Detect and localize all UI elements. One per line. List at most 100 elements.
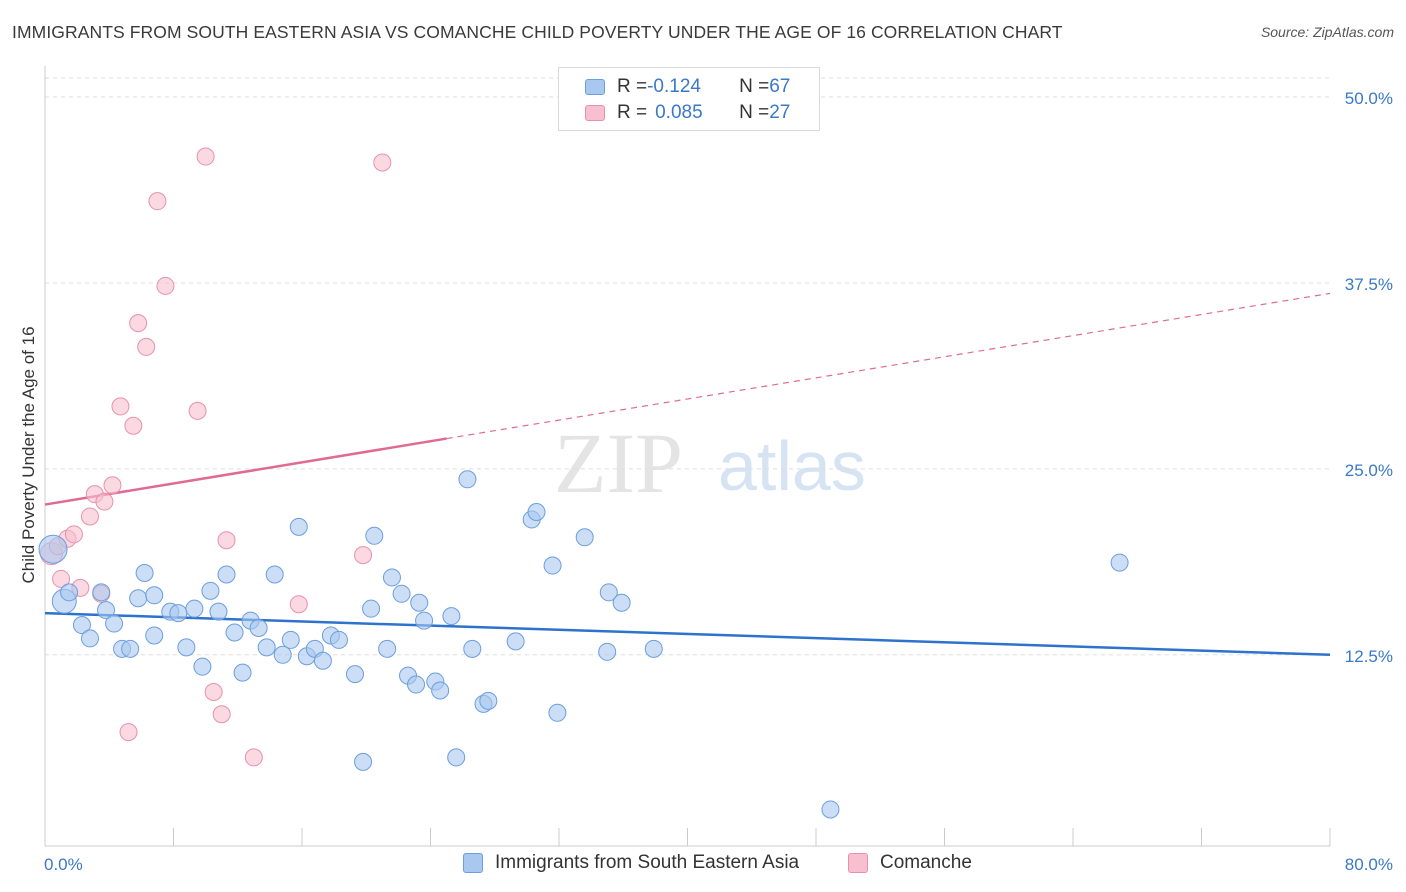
point-series-2 [354,546,373,565]
point-series-2 [212,705,231,724]
correlation-legend: R = -0.124 N = 67 R = 0.085 N = 27 [558,67,820,131]
point-series-2 [373,153,392,172]
point-series-1 [479,691,498,710]
point-series-1 [458,470,477,489]
point-series-1 [105,614,124,633]
point-series-2 [119,723,138,742]
point-series-1 [249,619,268,638]
y-tick-labels: 12.5% 25.0% 37.5% 50.0% [1345,89,1393,666]
point-series-1 [543,556,562,575]
point-series-1 [177,638,196,657]
point-series-1 [209,602,228,621]
point-series-1 [575,528,594,547]
point-series-2 [129,314,148,333]
point-series-2 [204,682,223,701]
watermark-atlas: atlas [718,427,866,505]
point-series-2 [64,525,83,544]
point-series-1 [169,604,188,623]
point-series-1 [548,703,567,722]
point-series-1 [273,645,292,664]
point-series-1 [346,665,365,684]
legend-n-label: N = [739,76,770,97]
legend-row-series-2: R = 0.085 N = 27 [585,100,790,126]
axes [44,66,1331,847]
x-tick-labels: 0.0% 80.0% [44,855,1393,874]
point-series-2 [244,748,263,767]
y-tick-label: 50.0% [1345,89,1393,108]
legend-swatch-blue [585,79,605,95]
point-series-1 [217,565,236,584]
point-series-1 [92,583,111,602]
point-series-1 [129,589,148,608]
point-series-1 [644,639,663,658]
legend-r-label: R = [617,102,648,123]
point-series-1 [289,517,308,536]
point-series-1 [599,583,618,602]
point-series-1 [145,586,164,605]
point-series-2 [289,595,308,614]
x-tick-label: 0.0% [44,855,83,874]
chart-source: Source: ZipAtlas.com [1260,24,1394,40]
legend-n-value: 67 [769,76,791,97]
point-series-1 [313,651,332,670]
point-series-2 [52,569,71,588]
point-series-1 [442,607,461,626]
legend-row-series-1: R = -0.124 N = 67 [585,74,790,100]
point-series-1 [145,626,164,645]
point-series-2 [156,276,175,295]
point-series-1 [121,639,140,658]
legend-r-value: 0.085 [655,102,703,123]
point-series-2 [95,492,114,511]
point-series-1 [598,642,617,661]
chart-title: IMMIGRANTS FROM SOUTH EASTERN ASIA VS CO… [12,22,1063,42]
point-series-1 [1110,553,1129,572]
point-series-1 [201,581,220,600]
trend-line-series-2-extension [446,292,1331,440]
legend-swatch-pink [585,105,605,121]
point-series-1 [38,534,68,564]
legend-n-label: N = [739,102,770,123]
series-swatch-pink [848,853,868,873]
series-legend-item-2: Comanche [848,852,972,874]
point-series-1 [225,623,244,642]
point-series-1 [135,563,154,582]
point-series-1 [193,657,212,676]
series-legend-label: Immigrants from South Eastern Asia [495,852,800,873]
point-series-1 [354,752,373,771]
series-legend-item-1: Immigrants from South Eastern Asia [463,852,799,874]
point-series-1 [382,568,401,587]
legend-n-value: 27 [769,102,791,123]
y-axis-label: Child Poverty Under the Age of 16 [19,326,38,583]
point-series-1 [329,630,348,649]
point-series-1 [233,663,252,682]
y-tick-label: 37.5% [1345,275,1393,294]
point-series-2 [103,476,122,495]
point-series-2 [217,531,236,550]
point-series-1 [265,565,284,584]
x-tick-label: 80.0% [1345,855,1393,874]
data-points [38,147,1129,819]
point-series-2 [111,397,130,416]
y-tick-label: 25.0% [1345,461,1393,480]
watermark: ZIP atlas [554,415,866,511]
point-series-2 [188,401,207,420]
legend-r-label: R = [617,76,648,97]
point-series-1 [185,599,204,618]
point-series-1 [410,593,429,612]
point-series-1 [362,599,381,618]
point-series-1 [72,616,91,635]
point-series-1 [821,800,840,819]
point-series-1 [80,629,99,648]
point-series-1 [365,526,384,545]
legend-r-value: -0.124 [647,76,701,97]
point-series-1 [392,584,411,603]
point-series-1 [415,611,434,630]
point-series-1 [506,632,525,651]
point-series-1 [257,638,276,657]
point-series-1 [447,748,466,767]
point-series-1 [407,675,426,694]
point-series-2 [148,192,167,211]
point-series-1 [378,639,397,658]
grid [45,77,1330,656]
point-series-1 [431,681,450,700]
